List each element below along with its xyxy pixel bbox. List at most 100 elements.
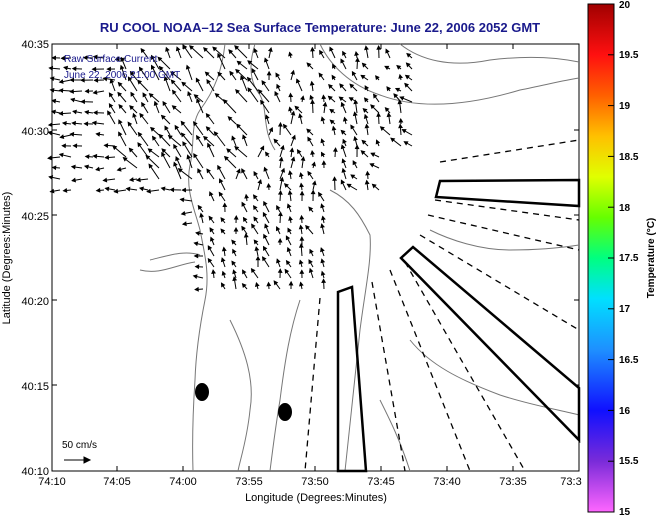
current-arrow (320, 247, 325, 257)
current-arrow (91, 66, 105, 72)
current-arrow (266, 281, 272, 290)
current-arrow (181, 221, 193, 227)
current-arrow (331, 74, 337, 81)
x-tick-label: 73:45 (367, 476, 395, 488)
current-arrow (321, 94, 327, 103)
current-arrow (120, 56, 127, 70)
current-arrow (116, 166, 127, 172)
current-arrow (371, 183, 380, 191)
current-arrow (384, 107, 391, 114)
current-arrow (220, 282, 226, 290)
current-vector-field (47, 44, 413, 292)
current-arrow (352, 111, 358, 125)
current-arrow (186, 154, 193, 169)
current-arrow (364, 45, 369, 59)
current-arrow (254, 246, 260, 257)
current-arrow (199, 212, 205, 224)
current-arrow (254, 281, 260, 290)
current-arrow (288, 92, 294, 103)
current-arrow (363, 97, 369, 103)
current-arrow (352, 160, 358, 169)
current-arrow (369, 163, 380, 169)
current-arrow (286, 203, 292, 213)
current-arrow (207, 142, 215, 158)
current-arrow (385, 48, 391, 59)
current-arrow (266, 182, 272, 191)
x-tick-label: 74:05 (103, 476, 131, 488)
current-arrow (193, 94, 204, 103)
current-arrow (320, 116, 326, 125)
current-arrow (267, 46, 273, 59)
current-arrow (247, 87, 259, 103)
colorbar-tick-label: 16 (619, 406, 631, 417)
current-arrow (113, 188, 127, 194)
current-arrow (170, 71, 182, 81)
current-arrow (240, 75, 248, 92)
current-arrow (278, 211, 283, 224)
current-arrow (137, 131, 149, 147)
current-arrow (95, 187, 105, 193)
current-arrow (69, 131, 83, 137)
current-arrow (247, 60, 259, 70)
current-arrow (63, 65, 72, 71)
colorbar-tick-label: 18 (619, 203, 631, 214)
current-arrow (58, 79, 72, 84)
current-arrow (307, 170, 314, 180)
x-tick-label: 73:35 (499, 476, 527, 488)
current-arrow (160, 114, 171, 125)
current-arrow (106, 66, 116, 72)
current-arrow (384, 65, 391, 71)
current-arrow (350, 124, 358, 136)
current-arrow (177, 168, 193, 180)
current-arrow (244, 193, 249, 202)
current-arrow (84, 154, 94, 160)
current-arrow (95, 131, 105, 137)
current-arrow (257, 89, 270, 103)
current-arrow (47, 155, 61, 161)
current-arrow (193, 253, 203, 259)
current-arrow (362, 107, 369, 114)
current-arrow (51, 98, 61, 104)
current-arrow (320, 223, 325, 235)
current-arrow (361, 139, 369, 147)
current-arrow (162, 100, 171, 114)
current-arrow (125, 186, 138, 192)
current-arrow (331, 125, 337, 136)
current-arrow (354, 50, 359, 59)
current-arrow (130, 91, 138, 103)
shelf-contour-3 (269, 299, 301, 472)
current-arrow (234, 145, 248, 158)
current-arrow (305, 224, 314, 235)
current-arrow (401, 129, 413, 136)
current-arrow (132, 112, 138, 125)
current-arrow (288, 215, 293, 224)
current-arrow (287, 170, 293, 180)
current-arrow (299, 269, 305, 279)
current-arrow (321, 160, 327, 169)
current-arrow (311, 180, 317, 191)
current-arrow (353, 99, 359, 114)
current-arrow (275, 72, 281, 81)
current-arrow (129, 105, 138, 114)
current-arrow (208, 215, 215, 224)
current-arrow (320, 151, 326, 158)
current-arrow (127, 121, 138, 136)
current-arrow (355, 57, 360, 70)
current-arrow (218, 191, 226, 202)
current-arrow (253, 216, 259, 224)
current-arrow (251, 223, 259, 235)
current-arrow (322, 101, 328, 114)
current-arrow (69, 77, 82, 83)
current-arrow (192, 121, 204, 136)
y-tick-labels: 40:35 40:30 40:25 40:20 40:15 40:10 (21, 39, 49, 478)
current-arrow (220, 257, 226, 268)
current-arrow (241, 201, 248, 213)
coastline-contours (139, 43, 580, 472)
current-arrow (146, 188, 160, 194)
current-arrow (282, 123, 292, 136)
current-arrow (179, 197, 193, 203)
current-arrow (232, 248, 237, 257)
current-arrow (320, 203, 325, 213)
current-arrow (108, 92, 116, 103)
